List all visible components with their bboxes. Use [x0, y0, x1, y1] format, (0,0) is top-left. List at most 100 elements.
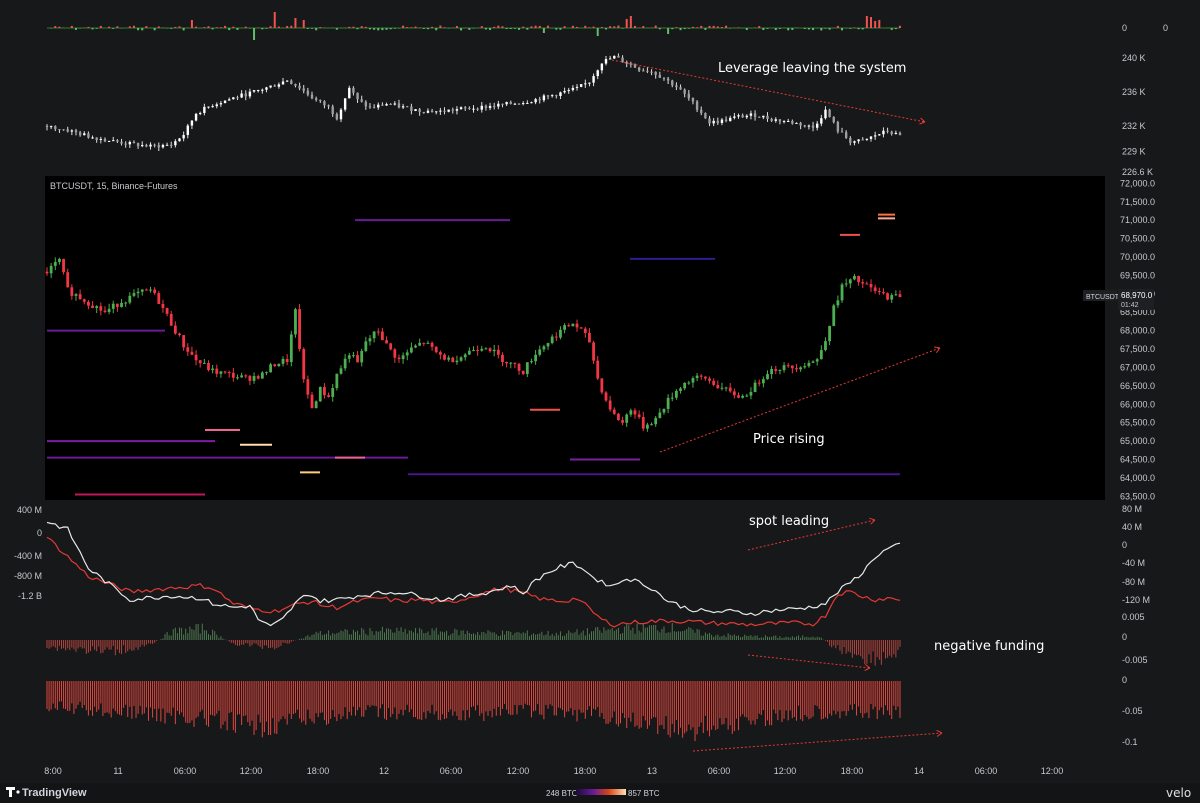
price-candle	[244, 375, 248, 377]
oi-candle	[563, 90, 566, 93]
oi-candle	[849, 137, 852, 143]
oi-ytick: 226.6 K	[1122, 167, 1153, 177]
oi-candle	[464, 107, 467, 109]
price-candle	[737, 395, 740, 398]
price-candle	[306, 379, 310, 395]
price-ytick: 65,000.0	[1120, 436, 1155, 446]
oi-candle	[310, 94, 314, 99]
price-candle	[732, 391, 736, 396]
hist-bar	[170, 28, 173, 29]
oi-candle	[782, 121, 786, 123]
arrow-spot-head	[869, 517, 876, 525]
oi-candle	[853, 141, 856, 143]
price-candle	[612, 409, 616, 414]
price-candle	[687, 382, 691, 384]
oi-candle	[646, 70, 649, 72]
price-candle	[571, 323, 575, 327]
hist-bar	[373, 28, 376, 30]
oi-candle	[700, 109, 703, 114]
hist-bar	[725, 25, 728, 28]
oi-candle	[861, 139, 864, 141]
annotation-price: Price rising	[753, 432, 825, 447]
oi-candle	[815, 123, 819, 128]
price-candle	[111, 303, 115, 309]
price-candle	[819, 350, 823, 360]
price-candle	[861, 282, 865, 284]
price-tag-symbol: BTCUSDT	[1086, 294, 1120, 301]
price-candle	[405, 352, 409, 356]
oi-candle	[637, 67, 641, 71]
hist-bar	[439, 25, 442, 28]
hist-bar	[696, 27, 699, 28]
hist-bar	[828, 28, 831, 30]
oi-candle	[66, 129, 69, 132]
oi-candle	[882, 130, 885, 135]
price-ytick: 70,500.0	[1120, 234, 1155, 244]
price-candle	[629, 410, 633, 415]
hist-bar	[513, 28, 516, 29]
oi-candle	[418, 109, 421, 112]
annotation-funding: negative funding	[934, 639, 1044, 654]
hist-bar	[435, 28, 438, 31]
price-candle	[401, 355, 405, 360]
price-candle	[240, 375, 244, 378]
price-candle	[720, 387, 724, 389]
price-candle	[596, 360, 600, 379]
oi-candle	[393, 103, 397, 105]
oi-candle	[650, 71, 653, 73]
price-candle	[385, 340, 388, 344]
hist-bar	[526, 28, 529, 30]
price-candle	[372, 331, 376, 339]
cvd-panel	[46, 521, 901, 628]
hist-bar	[737, 27, 740, 28]
cvd-left-ytick: -400 M	[14, 551, 42, 561]
price-candle	[347, 355, 351, 359]
hist-bar	[836, 25, 839, 28]
price-candle	[128, 295, 132, 303]
oi-candle	[414, 109, 417, 112]
hist-bar	[687, 28, 690, 29]
oi-candle	[385, 104, 388, 106]
price-candle	[654, 417, 658, 425]
oi-candle	[343, 98, 347, 110]
hist-bar	[203, 27, 206, 28]
price-candle	[107, 308, 111, 312]
price-candle	[832, 305, 836, 326]
price-tag-bg	[1118, 289, 1154, 310]
hist-bar	[443, 27, 446, 28]
price-candle	[120, 302, 123, 308]
oi-candle	[898, 132, 902, 136]
price-candle	[422, 342, 426, 344]
hist-bar	[592, 26, 595, 28]
price-candle	[894, 294, 898, 296]
price-candle	[438, 352, 442, 355]
liquidation-levels	[47, 213, 900, 496]
x-tick: 06:00	[975, 766, 998, 776]
oi-candle	[745, 115, 748, 118]
price-candle	[161, 303, 165, 308]
price-candle	[786, 365, 790, 367]
price-ytick: 64,000.0	[1120, 473, 1155, 483]
oi-candle	[596, 70, 599, 77]
hist-bar	[729, 28, 732, 29]
x-tick: 12	[379, 766, 389, 776]
oi-candle	[662, 77, 666, 79]
oi-candle	[91, 137, 94, 139]
hist-bar	[865, 16, 868, 28]
arrow-price-head	[934, 346, 941, 354]
price-candle	[525, 362, 529, 375]
price-candle	[890, 295, 894, 300]
oi-candle	[484, 105, 488, 108]
oi-candle	[733, 116, 736, 118]
price-ytick: 72,000.0	[1120, 178, 1155, 188]
oi-candle	[894, 132, 898, 134]
price-candle	[360, 350, 364, 363]
x-tick: 8:00	[44, 766, 62, 776]
price-tag-symbol-bg	[1083, 290, 1117, 301]
velo-watermark: velo	[1166, 786, 1191, 800]
hist-bar	[335, 28, 338, 30]
price-candle	[666, 397, 670, 409]
price-candle	[381, 331, 384, 341]
oi-candle	[285, 80, 289, 82]
hist-bar	[621, 28, 624, 29]
